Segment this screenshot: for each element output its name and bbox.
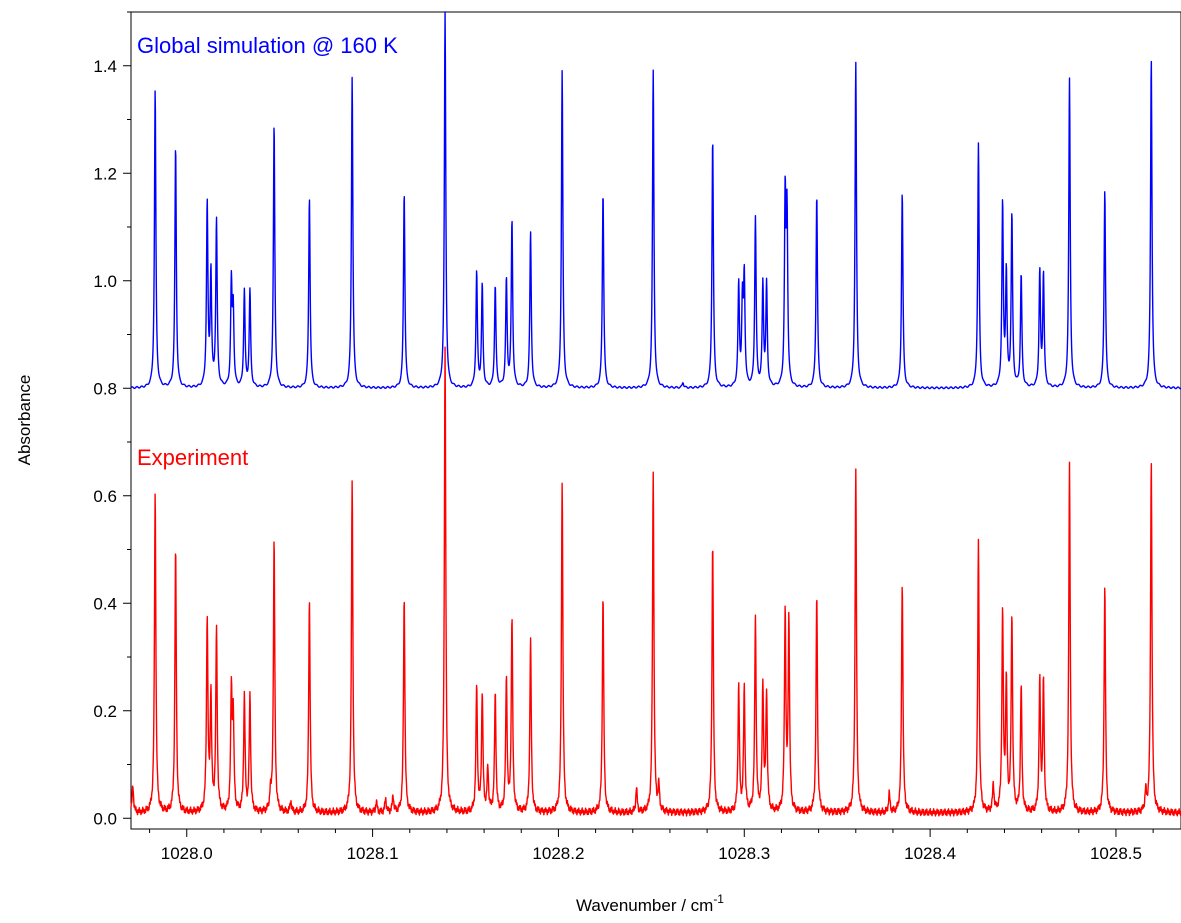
y-tick-label: 0.4 <box>93 594 117 613</box>
y-axis: 0.0 0.2 0.4 0.6 0.8 1.0 1.2 1.4 <box>93 11 131 828</box>
y-tick-label: 1.4 <box>93 57 117 76</box>
y-tick-label: 0.6 <box>93 487 117 506</box>
series-layer <box>130 11 1181 817</box>
x-tick-label: 1028.5 <box>1090 844 1142 863</box>
y-tick-label: 0.0 <box>93 809 117 828</box>
x-tick-label: 1028.2 <box>532 844 584 863</box>
x-tick-label: 1028.4 <box>904 844 956 863</box>
x-axis-title-superscript: -1 <box>713 892 724 906</box>
series-label-experiment: Experiment <box>137 445 248 470</box>
x-axis: 1028.0 1028.1 1028.2 1028.3 1028.4 1028.5 <box>149 829 1154 863</box>
series-line-experiment <box>130 346 1181 817</box>
x-tick-label: 1028.0 <box>161 844 213 863</box>
series-label-simulation: Global simulation @ 160 K <box>137 33 398 58</box>
x-tick-label: 1028.3 <box>718 844 770 863</box>
series-line-simulation <box>130 11 1181 390</box>
y-tick-label: 0.8 <box>93 379 117 398</box>
y-tick-label: 1.0 <box>93 272 117 291</box>
y-tick-label: 0.2 <box>93 702 117 721</box>
y-tick-label: 1.2 <box>93 164 117 183</box>
plot-frame <box>130 11 1181 830</box>
y-axis-title: Absorbance <box>15 375 34 466</box>
x-tick-label: 1028.1 <box>347 844 399 863</box>
x-axis-title-text: Wavenumber / cm <box>576 896 713 915</box>
x-axis-title: Wavenumber / cm-1 <box>576 892 724 915</box>
